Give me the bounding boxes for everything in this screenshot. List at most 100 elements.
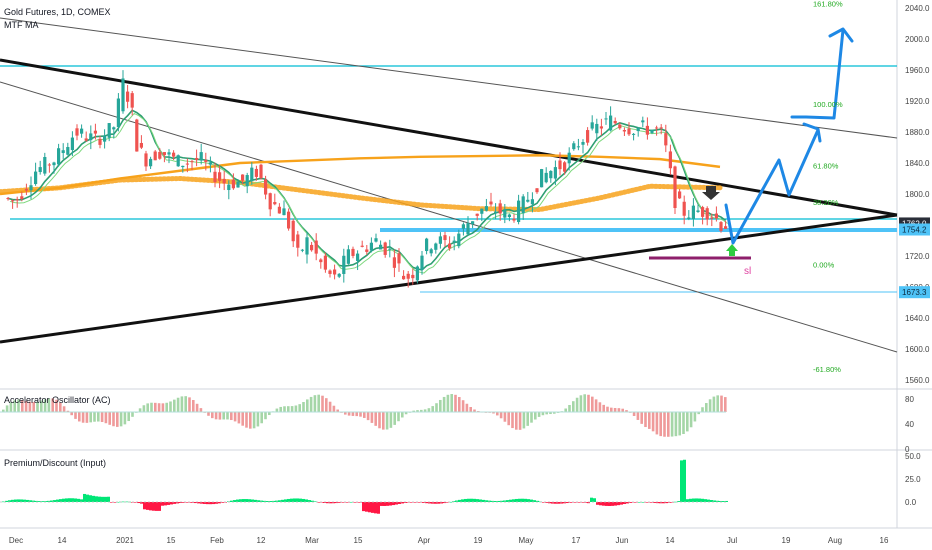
candle-body: [305, 237, 309, 255]
ac-bar: [249, 412, 252, 429]
ac-bar: [610, 407, 613, 412]
pd-bar: [212, 502, 215, 505]
candle-body: [52, 162, 56, 166]
time-tick-label: 15: [167, 536, 176, 545]
candle-body: [540, 169, 544, 188]
ac-bar: [423, 409, 427, 412]
ac-bar: [648, 412, 651, 429]
pd-bar: [341, 502, 344, 503]
pd-bar: [443, 502, 446, 504]
candle-body: [149, 158, 153, 167]
candle-body: [204, 160, 208, 162]
fib-level-label: -61.80%: [813, 365, 841, 374]
ac-bar: [515, 412, 518, 430]
ac-bar: [256, 412, 260, 427]
pd-bar: [11, 499, 14, 502]
ac-bar: [450, 394, 453, 412]
candle-body: [714, 213, 718, 219]
candle-body: [668, 151, 672, 169]
ac-bar: [701, 407, 704, 412]
pd-bar: [401, 502, 404, 504]
candle-body: [609, 115, 613, 131]
ma-dotted-line: [0, 175, 723, 213]
ac-bar: [97, 412, 100, 422]
candle-body: [553, 167, 557, 179]
ac-tick-label: 40: [905, 420, 914, 429]
pd-bar: [500, 500, 503, 502]
ac-bar: [697, 412, 700, 415]
ac-bar: [199, 408, 203, 412]
candle-body: [388, 248, 392, 250]
candle-body: [530, 199, 534, 205]
ac-bar: [36, 401, 39, 412]
candle-body: [673, 166, 677, 209]
chart-title: Gold Futures, 1D, COMEX: [4, 7, 111, 17]
pd-bar: [197, 502, 200, 504]
ac-bar: [146, 403, 149, 412]
pd-bar: [377, 502, 380, 514]
candle-body: [567, 152, 571, 164]
candle-body: [558, 160, 562, 170]
ac-bar: [716, 395, 719, 412]
candle-body: [572, 143, 576, 150]
pd-bar: [89, 495, 92, 502]
lower-triangle-line: [0, 213, 898, 344]
pd-bar: [638, 501, 641, 503]
ac-tick-label: 0: [905, 445, 910, 454]
pd-bar: [107, 496, 110, 502]
pd-bar: [305, 499, 308, 502]
price-tick-label: 2040.0: [905, 4, 930, 13]
pd-bar: [161, 502, 164, 506]
pd-bar: [8, 500, 11, 502]
pd-bar: [266, 501, 269, 502]
pd-tick-label: 0.0: [905, 498, 917, 507]
candle-body: [250, 167, 254, 182]
price-tag-box: [899, 286, 930, 299]
candle-body: [121, 78, 125, 112]
pd-bar: [206, 502, 209, 505]
candle-body: [719, 222, 723, 231]
pd-bar: [524, 498, 527, 502]
pd-bar: [689, 498, 692, 502]
ac-bar: [594, 399, 598, 412]
pd-bar: [233, 500, 236, 502]
price-tag-label: 1673.3: [902, 288, 927, 297]
ac-bar: [241, 412, 244, 426]
pd-bar: [317, 502, 320, 503]
pd-bar: [29, 500, 32, 502]
pd-bar: [506, 500, 509, 502]
pd-bar: [194, 502, 197, 504]
ac-bar: [496, 412, 499, 416]
ac-bar: [233, 412, 237, 422]
candle-body: [655, 127, 659, 129]
ac-bar: [359, 412, 362, 417]
candle-body: [429, 249, 433, 254]
pd-bar: [455, 500, 458, 502]
candle-body: [632, 133, 636, 135]
pd-bar: [134, 502, 137, 503]
candle-body: [20, 196, 24, 200]
pd-bar: [629, 502, 632, 503]
ac-bar: [389, 412, 393, 428]
candle-body: [645, 125, 649, 135]
pd-bar: [386, 502, 389, 506]
pd-bar: [662, 502, 665, 504]
pd-axis: 50.0 25.0 0.0: [905, 452, 921, 507]
ac-bar: [651, 412, 655, 432]
candle-body: [484, 206, 488, 211]
pd-bar: [542, 502, 545, 503]
ac-bar: [32, 402, 35, 412]
candle-body: [710, 217, 714, 219]
time-tick-label: Apr: [418, 536, 431, 545]
candle-body: [236, 181, 240, 188]
pd-bar: [674, 501, 677, 503]
pd-bar: [362, 502, 365, 512]
candle-body: [507, 214, 511, 217]
fib-level-label: 61.80%: [813, 161, 839, 170]
candle-body: [144, 153, 148, 167]
pd-bar: [533, 500, 536, 502]
ac-bar: [663, 412, 666, 437]
ac-bar: [275, 408, 279, 412]
pd-bar: [26, 499, 29, 502]
